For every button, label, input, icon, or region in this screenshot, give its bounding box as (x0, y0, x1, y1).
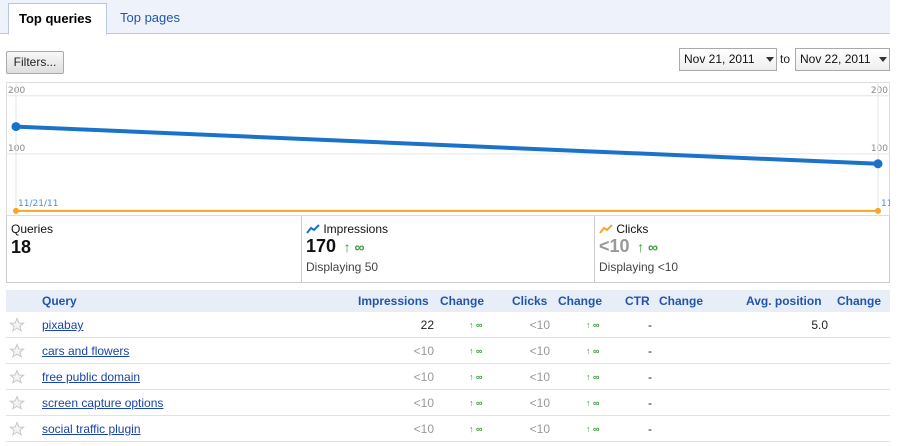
impressions-line-icon (306, 224, 320, 234)
impressions-change-cell: ↑ ∞ (469, 346, 483, 356)
summary-panel: Queries 18 Impressions 170 ↑ ∞ Displayin… (6, 216, 890, 283)
avg-position-cell: 5.0 (811, 318, 828, 332)
y-tick-label-right: 200 (871, 86, 888, 96)
query-link[interactable]: pixabay (42, 318, 84, 332)
clicks-sub: Displaying <10 (599, 260, 679, 274)
ctr-cell: - (648, 370, 652, 384)
header-avg-position[interactable]: Avg. position (746, 294, 822, 308)
impressions-cell: 22 (420, 318, 434, 332)
table-body: pixabay 22 ↑ ∞ <10 ↑ ∞ - 5.0 cars and flowers <1… (6, 312, 890, 442)
query-link[interactable]: social traffic plugin (42, 422, 141, 436)
chevron-down-icon (879, 57, 887, 62)
clicks-line-icon (599, 224, 613, 234)
header-impressions[interactable]: Impressions (358, 294, 429, 308)
header-position-change[interactable]: Change (837, 294, 882, 308)
impressions-change: ↑ ∞ (343, 239, 365, 255)
series-line-impressions (15, 124, 879, 166)
date-from-value: Nov 21, 2011 (684, 52, 755, 66)
queries-table: Query Impressions Change Clicks Change C… (6, 290, 890, 442)
queries-summary: Queries 18 (7, 216, 302, 282)
impressions-cell: <10 (413, 422, 434, 436)
queries-label: Queries (11, 222, 54, 236)
data-point-clicks (13, 207, 19, 214)
clicks-cell: <10 (529, 396, 550, 410)
chevron-down-icon (766, 57, 774, 62)
star-icon[interactable] (9, 395, 25, 411)
query-link[interactable]: screen capture options (42, 396, 164, 410)
impressions-sub: Displaying 50 (306, 260, 379, 274)
star-icon[interactable] (9, 369, 25, 385)
star-icon[interactable] (9, 317, 25, 333)
header-query[interactable]: Query (42, 294, 77, 308)
impressions-summary[interactable]: Impressions 170 ↑ ∞ Displaying 50 (302, 216, 595, 282)
impressions-cell: <10 (413, 344, 434, 358)
date-range-separator: to (780, 52, 791, 66)
clicks-cell: <10 (529, 318, 550, 332)
query-link[interactable]: cars and flowers (42, 344, 130, 358)
y-tick-label-left: 200 (8, 86, 25, 96)
chart-frame (6, 82, 890, 216)
tab-bar: Top queries Top pages (0, 0, 890, 35)
data-point-impressions (11, 122, 21, 132)
clicks-value: <10 (599, 236, 630, 256)
clicks-cell: <10 (529, 422, 550, 436)
table-row: social traffic plugin <10 ↑ ∞ <10 ↑ ∞ - (6, 416, 890, 442)
ctr-cell: - (648, 396, 652, 410)
queries-value: 18 (11, 237, 32, 257)
tab-top-queries[interactable]: Top queries (8, 3, 107, 35)
impressions-change-cell: ↑ ∞ (469, 398, 483, 408)
impressions-cell: <10 (413, 396, 434, 410)
header-clicks[interactable]: Clicks (512, 294, 548, 308)
performance-chart: 200 200 100 100 11/21/11 11 (6, 82, 890, 216)
clicks-change: ↑ ∞ (637, 239, 659, 255)
impressions-change-cell: ↑ ∞ (469, 320, 483, 330)
x-tick-label: 11/21/11 (18, 199, 58, 209)
table-row: cars and flowers <10 ↑ ∞ <10 ↑ ∞ - (6, 338, 890, 364)
clicks-change-cell: ↑ ∞ (586, 346, 600, 356)
table-row: pixabay 22 ↑ ∞ <10 ↑ ∞ - 5.0 (6, 312, 890, 338)
y-tick-label-right: 100 (871, 144, 888, 154)
star-icon[interactable] (9, 343, 25, 359)
table-header: Query Impressions Change Clicks Change C… (6, 290, 890, 312)
star-icon[interactable] (9, 421, 25, 437)
clicks-summary[interactable]: Clicks <10 ↑ ∞ Displaying <10 (595, 216, 889, 282)
table-row: free public domain <10 ↑ ∞ <10 ↑ ∞ - (6, 364, 890, 390)
clicks-change-cell: ↑ ∞ (586, 320, 600, 330)
header-ctr-change[interactable]: Change (659, 294, 704, 308)
query-link[interactable]: free public domain (42, 370, 141, 384)
header-impressions-change[interactable]: Change (440, 294, 485, 308)
date-to-value: Nov 22, 2011 (800, 52, 871, 66)
impressions-change-cell: ↑ ∞ (469, 424, 483, 434)
impressions-change-cell: ↑ ∞ (469, 372, 483, 382)
x-tick-label: 11 (881, 199, 890, 209)
date-from-select[interactable]: Nov 21, 2011 (679, 48, 777, 71)
impressions-label: Impressions (323, 222, 389, 236)
filters-button[interactable]: Filters... (6, 51, 64, 74)
clicks-cell: <10 (529, 344, 550, 358)
clicks-change-cell: ↑ ∞ (586, 372, 600, 382)
clicks-label: Clicks (616, 222, 649, 236)
ctr-cell: - (648, 318, 652, 332)
impressions-cell: <10 (413, 370, 434, 384)
ctr-cell: - (648, 344, 652, 358)
tab-top-pages[interactable]: Top pages (120, 10, 180, 25)
clicks-change-cell: ↑ ∞ (586, 424, 600, 434)
y-tick-label-left: 100 (8, 144, 25, 154)
header-clicks-change[interactable]: Change (558, 294, 603, 308)
impressions-value: 170 (306, 236, 337, 256)
ctr-cell: - (648, 422, 652, 436)
data-point-clicks (875, 207, 881, 214)
data-point-impressions (873, 159, 883, 169)
date-to-select[interactable]: Nov 22, 2011 (795, 48, 890, 71)
header-ctr[interactable]: CTR (625, 294, 650, 308)
table-row: screen capture options <10 ↑ ∞ <10 ↑ ∞ - (6, 390, 890, 416)
clicks-cell: <10 (529, 370, 550, 384)
clicks-change-cell: ↑ ∞ (586, 398, 600, 408)
